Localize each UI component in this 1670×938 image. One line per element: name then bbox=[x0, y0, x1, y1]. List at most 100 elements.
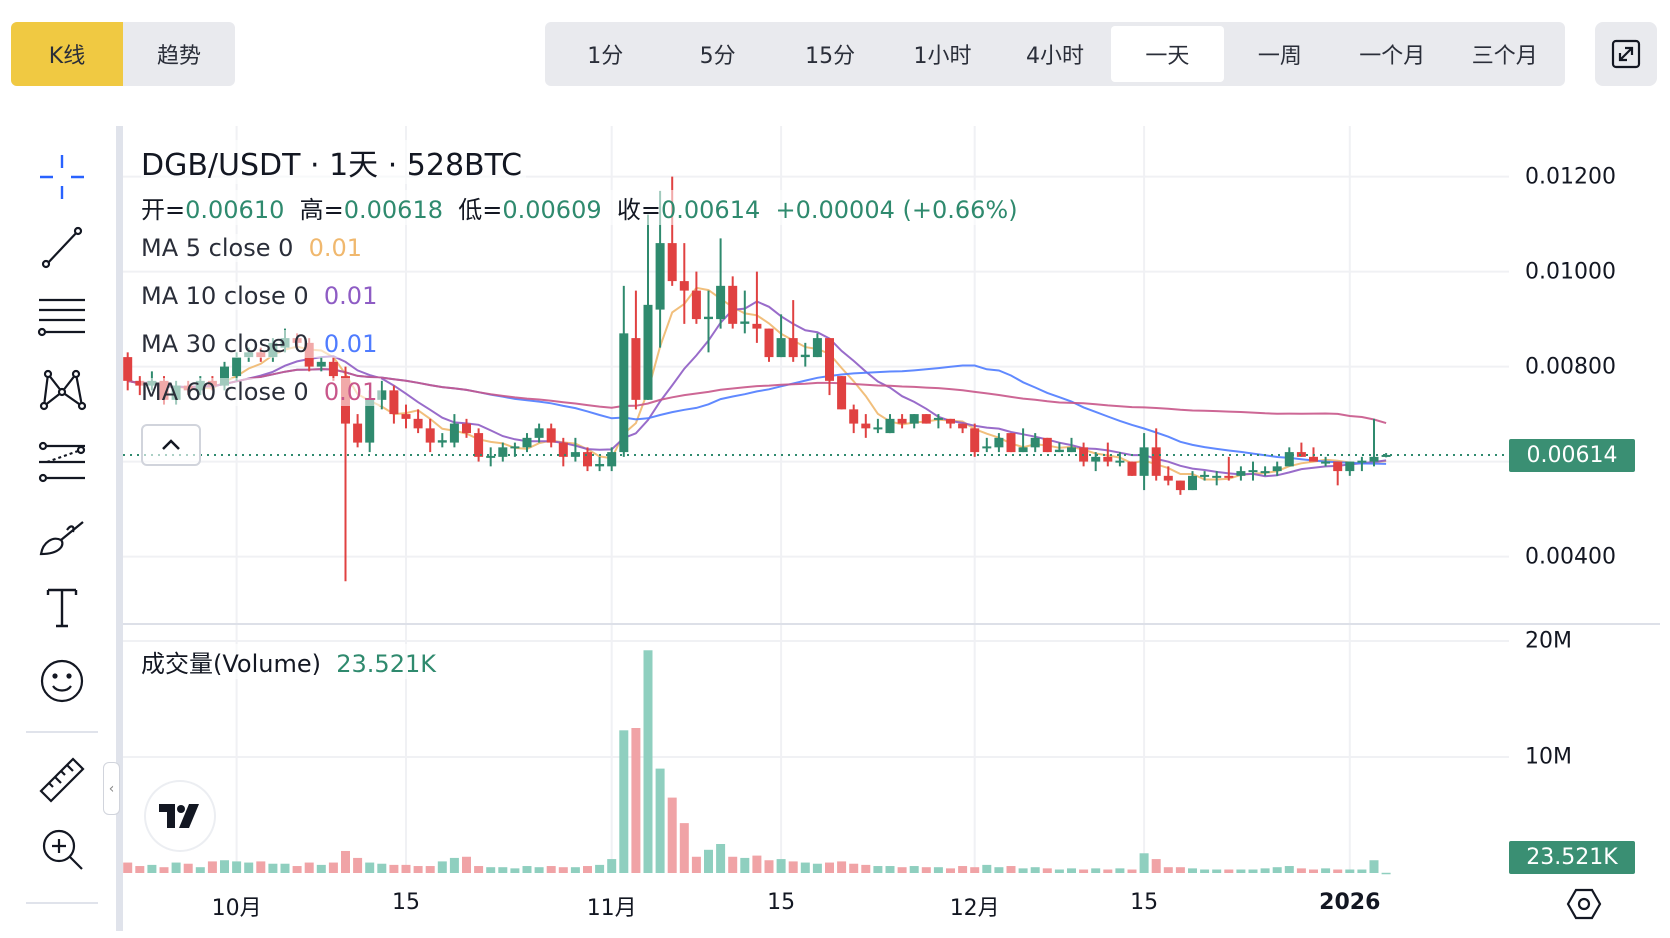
crosshair-tool[interactable] bbox=[26, 149, 98, 205]
volume-bar bbox=[655, 768, 665, 873]
tab-kline[interactable]: K线 bbox=[11, 22, 123, 86]
candle-body bbox=[958, 423, 968, 429]
interval-3mo[interactable]: 三个月 bbox=[1471, 44, 1538, 69]
text-tool[interactable] bbox=[26, 580, 98, 636]
volume-bar bbox=[232, 861, 242, 873]
chart-settings-button[interactable] bbox=[1566, 886, 1602, 926]
candle bbox=[704, 290, 713, 353]
candle bbox=[123, 352, 133, 391]
volume-bar bbox=[825, 862, 834, 873]
volume-bar bbox=[607, 859, 617, 873]
candle bbox=[812, 333, 822, 358]
chevron-left-icon: ‹ bbox=[108, 780, 115, 797]
ma5-legend[interactable]: MA 5 close 0 0.01 bbox=[141, 234, 367, 262]
fib-tool[interactable] bbox=[26, 290, 98, 346]
pattern-tool[interactable] bbox=[26, 362, 98, 418]
candle-body bbox=[1115, 460, 1125, 463]
regression-tool[interactable] bbox=[26, 434, 98, 490]
tab-trend[interactable]: 趋势 bbox=[156, 44, 201, 69]
collapse-toolbar-button[interactable]: ‹ bbox=[103, 762, 120, 815]
volume-tick: 10M bbox=[1525, 744, 1572, 770]
candle bbox=[1381, 453, 1391, 458]
symbol-title[interactable]: DGB/USDT · 1天 · 528BTC bbox=[141, 140, 527, 184]
ma30-legend[interactable]: MA 30 close 0 0.01 bbox=[141, 330, 382, 358]
candle bbox=[946, 418, 955, 429]
fullscreen-button[interactable] bbox=[1595, 22, 1657, 86]
volume-bar bbox=[1079, 869, 1089, 873]
interval-1m[interactable]: 1分 bbox=[587, 44, 624, 69]
candle-body bbox=[607, 452, 617, 467]
candle-body bbox=[1333, 461, 1343, 472]
candle bbox=[1067, 437, 1076, 453]
candle bbox=[1272, 461, 1282, 476]
candle bbox=[328, 357, 338, 381]
ma60-legend[interactable]: MA 60 close 0 0.01 bbox=[141, 378, 382, 406]
candle-body bbox=[1224, 475, 1234, 478]
toolbar-divider bbox=[26, 731, 98, 733]
ma10-legend[interactable]: MA 10 close 0 0.01 bbox=[141, 282, 382, 310]
candle bbox=[474, 428, 484, 462]
volume-bar bbox=[123, 862, 133, 873]
interval-5m[interactable]: 5分 bbox=[699, 44, 736, 69]
collapse-legend-button[interactable] bbox=[141, 424, 201, 466]
candle-body bbox=[534, 428, 544, 438]
candle-body bbox=[1091, 456, 1101, 462]
volume-bar bbox=[691, 856, 701, 873]
volume-bar bbox=[546, 866, 556, 873]
date-tick: 15 bbox=[1130, 890, 1159, 915]
candle-body bbox=[377, 390, 387, 400]
volume-bar bbox=[1067, 868, 1076, 873]
candle bbox=[716, 238, 726, 329]
candle-body bbox=[837, 376, 847, 410]
low-label: 低= bbox=[458, 196, 503, 224]
volume-bar bbox=[679, 823, 689, 873]
candle-body bbox=[679, 281, 689, 291]
ruler-tool[interactable] bbox=[26, 752, 98, 808]
candle bbox=[909, 414, 919, 429]
candle-body bbox=[800, 354, 810, 358]
candle-body bbox=[522, 437, 532, 448]
volume-bar bbox=[389, 864, 399, 873]
interval-1d[interactable]: 一天 bbox=[1111, 26, 1224, 82]
candle bbox=[1224, 456, 1234, 481]
brush-tool[interactable] bbox=[26, 510, 98, 566]
candle-body bbox=[946, 418, 955, 424]
interval-4h[interactable]: 4小时 bbox=[1025, 44, 1084, 69]
interval-15m[interactable]: 15分 bbox=[805, 44, 856, 69]
interval-1w[interactable]: 一周 bbox=[1257, 44, 1302, 69]
candle-body bbox=[897, 418, 907, 424]
volume-bar bbox=[280, 863, 290, 873]
zoom-in-tool[interactable] bbox=[26, 821, 98, 877]
interval-1mo[interactable]: 一个月 bbox=[1359, 44, 1426, 69]
candle bbox=[583, 447, 592, 472]
volume-bar bbox=[304, 862, 314, 873]
tradingview-logo[interactable] bbox=[146, 782, 214, 850]
volume-legend[interactable]: 成交量(Volume) 23.521K bbox=[141, 644, 440, 679]
trend-line-icon bbox=[41, 226, 83, 269]
candle-body bbox=[449, 423, 459, 443]
emoji-tool[interactable] bbox=[26, 653, 98, 709]
volume-bar bbox=[752, 855, 762, 873]
ma-value: 0.01 bbox=[323, 282, 378, 310]
candle bbox=[607, 447, 617, 472]
volume-bar bbox=[1127, 869, 1137, 873]
candle bbox=[970, 423, 980, 457]
candle bbox=[522, 433, 532, 453]
volume-bar bbox=[1333, 869, 1343, 873]
candle-body bbox=[1139, 447, 1149, 476]
volume-bar bbox=[982, 864, 992, 873]
candle-body bbox=[619, 333, 629, 453]
volume-bar bbox=[510, 868, 520, 873]
volume-bar bbox=[1139, 853, 1149, 873]
date-tick: 15 bbox=[392, 890, 420, 915]
candle bbox=[631, 290, 641, 410]
trend-line-tool[interactable] bbox=[26, 219, 98, 275]
volume-bar bbox=[643, 650, 653, 873]
candle-body bbox=[365, 399, 375, 443]
interval-1h[interactable]: 1小时 bbox=[913, 44, 972, 69]
candle-body bbox=[1345, 461, 1355, 472]
volume-bar bbox=[292, 866, 302, 873]
candle-body bbox=[970, 428, 980, 453]
candle-body bbox=[921, 414, 931, 424]
volume-bar bbox=[740, 857, 750, 873]
